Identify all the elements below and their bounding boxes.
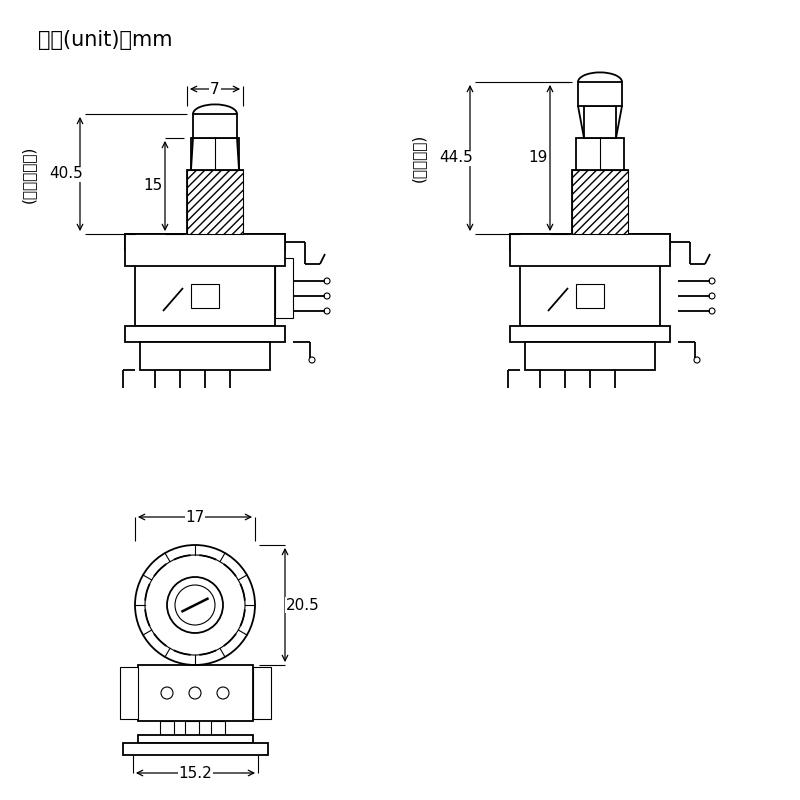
Text: 20.5: 20.5	[286, 598, 320, 613]
Bar	[191, 138, 239, 170]
Bar	[123, 743, 268, 755]
Bar	[135, 250, 275, 326]
Bar	[275, 258, 293, 318]
Text: (开关拉起): (开关拉起)	[410, 134, 426, 182]
Bar	[193, 114, 237, 138]
Bar	[211, 721, 225, 735]
Text: 单位(unit)：mm: 单位(unit)：mm	[38, 30, 173, 50]
Text: (开关未拉起): (开关未拉起)	[21, 146, 35, 202]
Bar	[572, 170, 628, 234]
Bar	[140, 342, 270, 370]
Bar	[187, 170, 243, 234]
Bar	[120, 667, 138, 719]
Bar	[510, 234, 670, 250]
Bar	[525, 342, 655, 370]
Bar	[584, 106, 616, 138]
Bar	[578, 82, 622, 106]
Bar	[510, 234, 670, 266]
Bar	[191, 284, 219, 308]
Text: 15.2: 15.2	[178, 766, 212, 781]
Text: 7: 7	[210, 82, 220, 97]
Bar	[138, 665, 253, 721]
Text: 15: 15	[143, 178, 162, 194]
Bar	[576, 138, 624, 170]
Bar	[160, 721, 174, 735]
Text: 44.5: 44.5	[439, 150, 473, 166]
Text: 17: 17	[186, 510, 205, 525]
Text: 40.5: 40.5	[49, 166, 83, 182]
Bar	[185, 721, 199, 735]
Bar	[576, 284, 604, 308]
Bar	[510, 326, 670, 342]
Bar	[125, 326, 285, 342]
Bar	[125, 234, 285, 266]
Bar	[138, 735, 253, 743]
Bar	[572, 170, 628, 234]
Bar	[187, 170, 243, 234]
Bar	[125, 234, 285, 250]
Text: 19: 19	[528, 150, 548, 166]
Bar	[520, 250, 660, 326]
Bar	[253, 667, 271, 719]
